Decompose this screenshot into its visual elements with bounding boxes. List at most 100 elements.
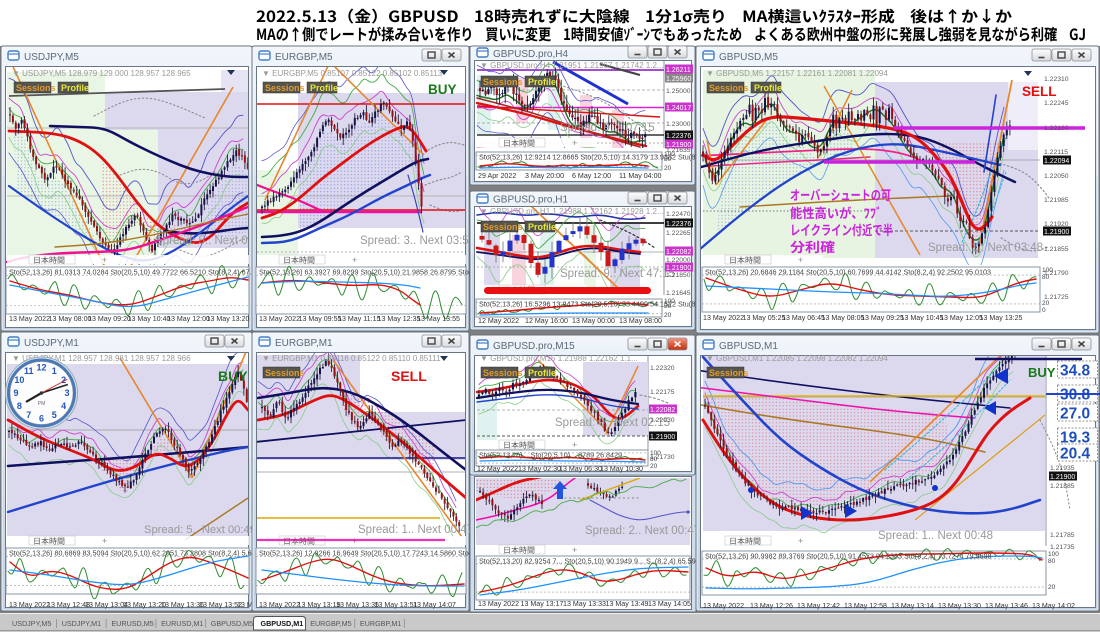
svg-text:Sto(52,13,26)... Sto(20,5,10): Sto(52,13,26)... Sto(20,5,10) .. 8789 26… [479, 451, 622, 460]
svg-text:+: + [572, 440, 577, 450]
svg-text:4: 4 [61, 401, 66, 411]
svg-text:20.4: 20.4 [1060, 446, 1091, 463]
svg-text:29 Apr 2022: 29 Apr 2022 [478, 172, 516, 180]
svg-text:Sto(52,13,26) 16.5296 13.9473: Sto(52,13,26) 16.5296 13.9473 Sto(20,5,1… [479, 300, 710, 309]
svg-text:13 May 13:04: 13 May 13:04 [85, 601, 128, 609]
svg-text:GBPUSD,M5: GBPUSD,M5 [211, 619, 253, 628]
svg-text:1.26211: 1.26211 [666, 67, 691, 74]
svg-text:13 May 08:05: 13 May 08:05 [822, 314, 865, 322]
svg-text:EURGBP,M5: EURGBP,M5 [310, 619, 351, 628]
svg-text:13 May 10:30: 13 May 10:30 [600, 465, 643, 473]
svg-text:+: + [798, 255, 803, 265]
svg-text:20: 20 [650, 463, 658, 470]
svg-text:▼ GBPUSD.pro,M15 1.21988 1.221: ▼ GBPUSD.pro,M15 1.21988 1.22162 1.1... [480, 354, 638, 363]
svg-text:Profile: Profile [528, 77, 556, 87]
svg-text:1.25960: 1.25960 [666, 76, 691, 83]
svg-text:1.22115: 1.22115 [1044, 149, 1068, 156]
svg-text:1.22265: 1.22265 [666, 230, 691, 237]
svg-text:13 May 13:51: 13 May 13:51 [375, 601, 418, 609]
svg-text:Sto(52,13,26) 80.6869 83.5094: Sto(52,13,26) 80.6869 83.5094 Sto(20,5,1… [9, 549, 292, 558]
svg-text:1.22245: 1.22245 [1044, 100, 1069, 107]
svg-text:20: 20 [1048, 584, 1056, 591]
svg-text:▼ GBPUSD,M1 1.22085 1.22098 1: ▼ GBPUSD,M1 1.22085 1.22098 1.22082 1.22… [706, 354, 888, 363]
svg-text:11: 11 [24, 366, 34, 376]
svg-text:Spread: 9.. Next 02:15: Spread: 9.. Next 02:15 [555, 417, 670, 429]
svg-text:Sto(52,13,20) 82.9254 7...: Sto(52,13,20) 82.9254 7... Sto(20,5,10) … [479, 557, 720, 566]
svg-text:GBPUSD,M5: GBPUSD,M5 [719, 52, 778, 63]
svg-text:Sessions: Sessions [265, 83, 305, 93]
svg-text:1.22050: 1.22050 [1044, 173, 1069, 180]
svg-text:1.22320: 1.22320 [650, 365, 675, 372]
svg-text:GBPUSD.pro,H4: GBPUSD.pro,H4 [493, 49, 568, 60]
svg-text:Spread: 9.. Next 47:15: Spread: 9.. Next 47:15 [560, 268, 675, 280]
svg-text:Profile: Profile [528, 222, 556, 232]
svg-text:1.21900: 1.21900 [1044, 229, 1069, 236]
svg-text:▼ EURGBP,M1 0.85116 0.85122 0: ▼ EURGBP,M1 0.85116 0.85122 0.85110 0.85… [262, 354, 441, 363]
svg-text:13 May 13:36: 13 May 13:36 [161, 601, 204, 609]
svg-text:13 May 2022: 13 May 2022 [703, 602, 744, 610]
svg-text:▼ USDJPY,M1 128.957 128.981 1: ▼ USDJPY,M1 128.957 128.981 128.957 128.… [12, 354, 191, 363]
svg-text:1.22030: 1.22030 [650, 417, 675, 424]
svg-text:5: 5 [52, 410, 57, 420]
svg-text:100: 100 [650, 450, 661, 457]
svg-text:1.21900: 1.21900 [666, 265, 691, 272]
svg-text:Profile: Profile [528, 368, 556, 378]
svg-text:13 May 00:00: 13 May 00:00 [572, 317, 615, 325]
svg-text:100: 100 [1042, 267, 1053, 274]
svg-text:80: 80 [664, 303, 672, 310]
svg-text:1.21850: 1.21850 [666, 272, 691, 279]
svg-text:1.23000: 1.23000 [666, 121, 691, 128]
svg-text:Profile: Profile [754, 83, 782, 93]
svg-text:Sessions: Sessions [16, 83, 56, 93]
svg-text:1.21635: 1.21635 [666, 147, 691, 154]
svg-text:Sto(52,13,26) 12.9266 16.9649: Sto(52,13,26) 12.9266 16.9649 Sto(20,5,1… [259, 549, 518, 558]
svg-text:13 May 05:25: 13 May 05:25 [743, 314, 786, 322]
svg-text:13 May 09:25: 13 May 09:25 [861, 314, 904, 322]
svg-text:100: 100 [1048, 551, 1059, 558]
svg-text:Spread: 5.. Next 0: Spread: 5.. Next 0 [155, 235, 248, 247]
svg-text:EURGBP,M1: EURGBP,M1 [360, 619, 401, 628]
svg-text:13 May 12:26: 13 May 12:26 [750, 602, 793, 610]
svg-text:80: 80 [1048, 558, 1056, 565]
svg-text:13 May 09:20: 13 May 09:20 [88, 315, 131, 323]
svg-text:Spread: 1.. Next 03:48: Spread: 1.. Next 03:48 [928, 242, 1043, 254]
svg-text:13 May 12:42: 13 May 12:42 [797, 602, 840, 610]
svg-text:10: 10 [14, 375, 24, 385]
svg-text:1.22310: 1.22310 [1044, 76, 1069, 83]
svg-text:19.3: 19.3 [1060, 430, 1091, 447]
svg-text:Sessions: Sessions [709, 83, 749, 93]
svg-text:▼ GBPUSD.pro,H4 1.21951 1.2196: ▼ GBPUSD.pro,H4 1.21951 1.21967 1.21742 … [480, 61, 664, 70]
svg-text:1.22094: 1.22094 [1044, 158, 1069, 165]
svg-text:+: + [102, 255, 107, 265]
svg-text:EURGBP,M5: EURGBP,M5 [275, 52, 333, 63]
svg-text:80: 80 [650, 456, 658, 463]
svg-text:1.21735: 1.21735 [1050, 544, 1075, 551]
svg-text:13 May 13:49: 13 May 13:49 [606, 600, 649, 608]
svg-text:34.8: 34.8 [1060, 363, 1091, 380]
svg-text:+: + [352, 255, 357, 265]
svg-text:Sessions: Sessions [483, 222, 523, 232]
svg-text:Sessions: Sessions [709, 368, 749, 378]
svg-text:13 May 09:55: 13 May 09:55 [299, 315, 342, 323]
svg-text:13 May 06:30: 13 May 06:30 [559, 465, 602, 473]
svg-text:1.22376: 1.22376 [666, 133, 691, 140]
svg-text:13 May 14:02: 13 May 14:02 [1032, 602, 1075, 610]
svg-text:13 May 13:25: 13 May 13:25 [980, 314, 1023, 322]
svg-text:13 May 13:30: 13 May 13:30 [938, 602, 981, 610]
svg-text:13 May 12:05: 13 May 12:05 [940, 314, 983, 322]
svg-text:6: 6 [39, 414, 44, 424]
svg-text:1.21730: 1.21730 [650, 454, 675, 461]
svg-text:13 May 13:20: 13 May 13:20 [123, 601, 166, 609]
svg-text:13 May 13:17: 13 May 13:17 [521, 600, 564, 608]
svg-text:GBPUSD,M1: GBPUSD,M1 [719, 341, 778, 352]
svg-text:13 May 14:07: 13 May 14:07 [413, 601, 456, 609]
svg-text:0: 0 [1042, 307, 1046, 314]
svg-text:13 May 2022: 13 May 2022 [9, 601, 50, 609]
svg-text:13 May 13:46: 13 May 13:46 [985, 602, 1028, 610]
svg-text:3 May 20:00: 3 May 20:00 [525, 172, 564, 180]
svg-text:Sto(52,13,26) 81.0313 74.0284: Sto(52,13,26) 81.0313 74.0284 Sto(20,5,1… [9, 268, 296, 277]
svg-text:1.22082: 1.22082 [666, 249, 691, 256]
svg-text:13 May 13:14: 13 May 13:14 [891, 602, 934, 610]
svg-text:13 May 13:19: 13 May 13:19 [298, 601, 341, 609]
svg-text:▼ GBPUSD,M5 1.22157 1.22161 1: ▼ GBPUSD,M5 1.22157 1.22161 1.22081 1.22… [706, 69, 888, 78]
